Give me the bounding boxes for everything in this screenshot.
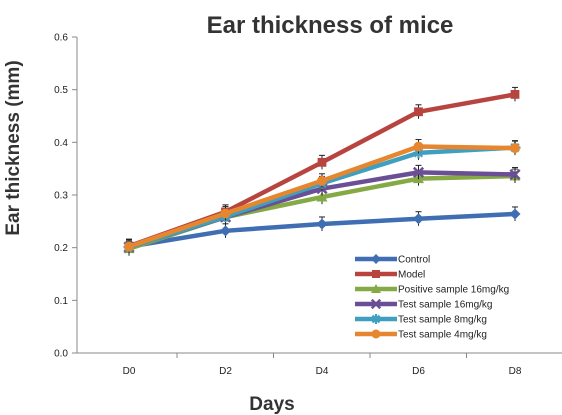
series-test-sample-4mg-kg bbox=[124, 139, 520, 254]
legend-marker bbox=[371, 329, 381, 339]
data-point bbox=[316, 218, 328, 230]
y-tick-label: 0.2 bbox=[54, 243, 68, 254]
legend-marker bbox=[371, 254, 381, 264]
legend-marker bbox=[371, 314, 381, 324]
legend-label: Test sample 16mg/kg bbox=[398, 300, 493, 311]
y-tick-label: 0.0 bbox=[54, 349, 68, 360]
y-tick-label: 0.6 bbox=[54, 33, 68, 44]
y-ticks: 0.0 0.1 0.2 0.3 0.4 0.5 0.6 bbox=[54, 33, 77, 360]
y-tick-label: 0.3 bbox=[54, 191, 68, 202]
y-axis-title: Ear thickness (mm) bbox=[3, 60, 24, 235]
legend-entry: Test sample 16mg/kg bbox=[355, 298, 493, 311]
y-tick-label: 0.1 bbox=[54, 296, 68, 307]
x-tick-label: D4 bbox=[316, 366, 329, 377]
legend-entry: Model bbox=[355, 270, 425, 281]
x-tick-label: D6 bbox=[412, 366, 425, 377]
y-tick-label: 0.5 bbox=[54, 85, 68, 96]
data-point bbox=[317, 175, 327, 186]
legend-label: Positive sample 16mg/kg bbox=[398, 285, 509, 296]
legend-entry: Test sample 8mg/kg bbox=[355, 314, 487, 326]
legend-entry: Test sample 4mg/kg bbox=[355, 329, 487, 341]
legend-entry: Positive sample 16mg/kg bbox=[355, 284, 509, 296]
x-axis-title: Days bbox=[249, 394, 294, 415]
data-point bbox=[509, 208, 521, 220]
x-ticks: D0 D2 D4 D6 D8 bbox=[123, 353, 522, 377]
x-tick-label: D8 bbox=[509, 366, 522, 377]
legend-marker bbox=[372, 270, 380, 278]
series-group bbox=[123, 86, 521, 256]
legend-marker bbox=[370, 298, 382, 310]
legend-label: Test sample 4mg/kg bbox=[398, 330, 487, 341]
x-tick-label: D2 bbox=[219, 366, 232, 377]
legend-label: Control bbox=[398, 255, 430, 266]
data-point bbox=[124, 241, 134, 252]
legend-entry: Control bbox=[355, 254, 430, 266]
data-point bbox=[220, 208, 231, 219]
data-point bbox=[510, 143, 520, 154]
legend-label: Test sample 8mg/kg bbox=[398, 315, 487, 326]
data-point bbox=[317, 157, 327, 167]
data-point bbox=[413, 141, 424, 152]
data-point bbox=[220, 225, 231, 237]
x-tick-label: D0 bbox=[123, 366, 136, 377]
data-point bbox=[316, 191, 328, 202]
data-point bbox=[509, 168, 521, 181]
data-point bbox=[413, 213, 424, 225]
legend-label: Model bbox=[398, 270, 425, 281]
legend-marker bbox=[371, 284, 381, 293]
y-tick-label: 0.4 bbox=[54, 138, 68, 149]
data-point bbox=[412, 166, 425, 178]
legend: Control Model Positive sample 16mg/kg Test … bbox=[355, 254, 509, 341]
data-point bbox=[510, 90, 520, 99]
chart-title: Ear thickness of mice bbox=[207, 12, 454, 39]
data-point bbox=[414, 107, 423, 117]
